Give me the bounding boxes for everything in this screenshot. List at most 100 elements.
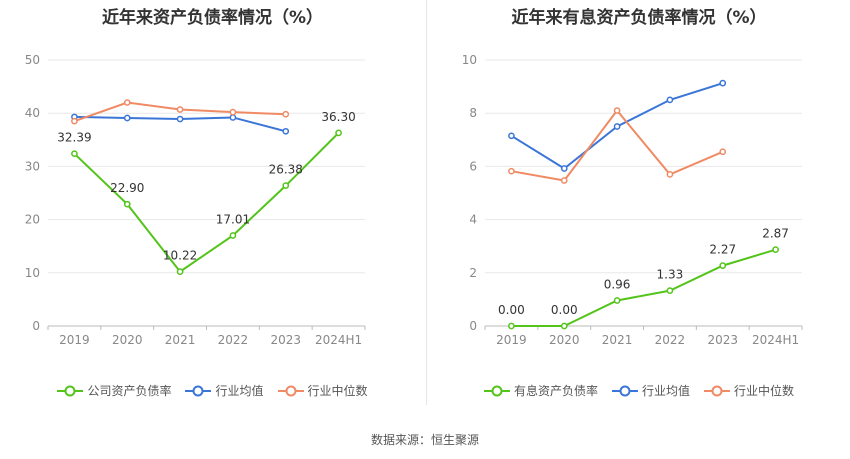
data-label: 22.90	[110, 181, 144, 195]
data-point	[282, 127, 290, 135]
data-label: 0.00	[551, 303, 578, 317]
data-label: 17.01	[216, 213, 250, 227]
legend-label: 行业均值	[215, 384, 264, 398]
legend-marker-dot	[64, 385, 76, 396]
data-point	[772, 246, 779, 254]
data-point	[719, 79, 727, 87]
y-tick-label: 6	[469, 159, 477, 173]
data-label: 1.33	[657, 268, 684, 282]
data-point	[560, 322, 568, 330]
legend-marker-icon	[704, 385, 730, 396]
x-tick-label: 2023	[707, 333, 738, 347]
series-line	[511, 248, 776, 327]
x-tick-label: 2022	[218, 333, 249, 347]
legend-marker-icon	[611, 385, 638, 396]
data-point	[666, 287, 674, 294]
right-chart-panel: 近年来有息资产负债率情况（%） 0 2 4 6 8 10 2019 2020 2021 2022 2…	[428, 0, 850, 405]
data-point	[666, 96, 674, 104]
y-tick-label: 50	[25, 53, 40, 67]
right-legend: 有息资产负债率 行业均值 行业中位数	[428, 382, 850, 399]
data-point	[229, 108, 237, 116]
data-point	[508, 167, 515, 175]
legend-item[interactable]: 行业均值	[611, 382, 690, 399]
legend-marker-dot	[491, 385, 503, 396]
legend-marker-dot	[285, 385, 296, 396]
data-point	[613, 297, 621, 304]
y-tick-label: 30	[25, 159, 40, 173]
legend-label: 行业中位数	[307, 384, 368, 398]
y-tick-label: 4	[469, 213, 477, 227]
data-label: 0.96	[604, 277, 631, 291]
data-point	[123, 99, 131, 106]
x-tick-label: 2020	[112, 333, 143, 347]
y-tick-label: 10	[25, 266, 40, 280]
panel-divider	[426, 0, 427, 405]
left-chart-panel: 近年来资产负债率情况（%） 0 10 20 30 40 50 2019 2020 2021 202…	[0, 0, 425, 405]
data-point	[719, 262, 727, 269]
legend-item[interactable]: 公司资产负债率	[57, 382, 171, 399]
data-point	[71, 150, 78, 158]
legend-marker-dot	[711, 385, 723, 396]
series-line	[511, 108, 724, 182]
x-tick-label: 2023	[270, 333, 301, 347]
data-point	[560, 177, 568, 184]
x-tick-label: 2021	[165, 333, 196, 347]
data-point	[719, 148, 727, 156]
y-tick-label: 0	[32, 319, 40, 333]
data-label: 26.38	[269, 163, 303, 177]
data-point	[229, 114, 237, 121]
data-point	[335, 129, 342, 137]
data-point	[229, 232, 237, 239]
data-point	[613, 123, 621, 130]
legend-label: 公司资产负债率	[87, 384, 172, 398]
data-label: 2.27	[709, 243, 736, 257]
y-tick-label: 0	[469, 319, 477, 333]
chart-title: 近年来有息资产负债率情况（%）	[511, 8, 767, 28]
data-point	[282, 110, 290, 118]
x-tick-label: 2020	[549, 333, 580, 347]
x-tick-label: 2021	[602, 333, 633, 347]
legend-label: 行业均值	[641, 384, 690, 398]
data-point	[71, 117, 78, 125]
data-point	[613, 107, 621, 114]
data-point	[508, 322, 515, 330]
chart-title: 近年来资产负债率情况（%）	[101, 8, 324, 28]
y-tick-label: 8	[469, 106, 477, 120]
legend-item[interactable]: 有息资产负债率	[483, 382, 598, 399]
x-tick-label: 2019	[59, 333, 90, 347]
legend-item[interactable]: 行业中位数	[704, 382, 794, 399]
data-label: 2.87	[762, 227, 789, 241]
data-point	[508, 132, 515, 140]
data-label: 10.22	[163, 249, 197, 263]
data-point	[666, 171, 674, 178]
left-plot: 0 10 20 30 40 50 2019 2020 2021 2022 2023 2024H1 32.…	[25, 53, 366, 347]
data-point	[176, 106, 184, 113]
y-tick-label: 2	[469, 266, 477, 280]
data-point	[282, 182, 290, 190]
source-note: 数据来源：恒生聚源	[370, 433, 479, 447]
right-plot: 0 2 4 6 8 10 2019 2020 2021 2022 2023 2024H1 0.00 0.0…	[462, 53, 803, 347]
data-point	[176, 268, 184, 275]
data-label: 0.00	[498, 303, 525, 317]
data-point	[176, 115, 184, 123]
legend-marker-icon	[57, 385, 84, 396]
legend-marker-icon	[277, 385, 304, 396]
x-tick-label: 2024H1	[315, 333, 362, 347]
x-tick-label: 2024H1	[752, 333, 799, 347]
y-tick-label: 20	[25, 213, 40, 227]
legend-marker-dot	[619, 385, 631, 396]
data-label: 32.39	[57, 131, 91, 145]
legend-label: 行业中位数	[734, 384, 795, 398]
y-tick-label: 40	[25, 106, 40, 120]
data-point	[123, 114, 131, 122]
legend-marker-dot	[192, 385, 204, 396]
legend-marker-icon	[185, 385, 212, 396]
legend-label: 有息资产负债率	[513, 384, 598, 398]
data-point	[560, 165, 568, 172]
x-tick-label: 2022	[655, 333, 686, 347]
legend-item[interactable]: 行业均值	[185, 382, 264, 399]
data-point	[123, 200, 131, 208]
data-label: 36.30	[321, 110, 355, 124]
legend-item[interactable]: 行业中位数	[277, 382, 368, 399]
series-line	[73, 132, 340, 273]
